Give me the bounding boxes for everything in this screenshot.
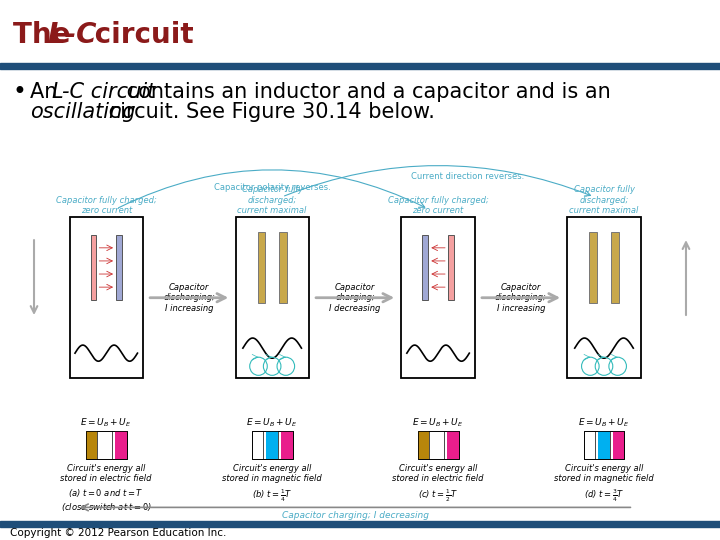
Bar	[266, 431, 278, 459]
Bar	[418, 431, 459, 459]
Text: Capacitor fully
discharged;
current maximal: Capacitor fully discharged; current maxi…	[570, 185, 639, 215]
Text: $E = U_B + U_E$: $E = U_B + U_E$	[413, 416, 464, 429]
Text: circuit. See Figure 30.14 below.: circuit. See Figure 30.14 below.	[102, 102, 435, 122]
Text: Current direction reverses.: Current direction reverses.	[410, 172, 524, 181]
Text: (b) $t=\frac{1}{4}T$: (b) $t=\frac{1}{4}T$	[252, 487, 292, 504]
Bar	[70, 217, 143, 379]
Text: Capacitor fully
discharged;
current maximal: Capacitor fully discharged; current maxi…	[238, 185, 307, 215]
Bar	[598, 431, 610, 459]
Text: Copyright © 2012 Pearson Education Inc.: Copyright © 2012 Pearson Education Inc.	[10, 528, 227, 538]
Bar	[0, 521, 720, 526]
Bar	[116, 235, 122, 300]
Bar	[583, 431, 624, 459]
Text: $E = U_B + U_E$: $E = U_B + U_E$	[81, 416, 132, 429]
Bar	[611, 232, 618, 303]
Bar	[567, 217, 641, 379]
Text: An: An	[30, 82, 64, 102]
Bar	[418, 431, 429, 459]
Text: Capacitor fully charged;
zero current: Capacitor fully charged; zero current	[56, 195, 157, 215]
Text: L-C circuit: L-C circuit	[52, 82, 155, 102]
Bar	[447, 431, 459, 459]
Bar	[613, 431, 624, 459]
Bar	[418, 431, 459, 459]
Text: Circuit's energy all
stored in electric field: Circuit's energy all stored in electric …	[60, 464, 152, 483]
Text: Capacitor
charging;
I decreasing: Capacitor charging; I decreasing	[330, 283, 381, 313]
Text: Capacitor charging; I decreasing: Capacitor charging; I decreasing	[282, 511, 428, 521]
Text: $E = U_B + U_E$: $E = U_B + U_E$	[578, 416, 630, 429]
Text: The: The	[13, 21, 80, 49]
Bar	[583, 431, 624, 459]
Text: Capacitor polarity reverses.: Capacitor polarity reverses.	[214, 183, 330, 192]
Text: Capacitor fully charged;
zero current: Capacitor fully charged; zero current	[387, 195, 488, 215]
Text: Capacitor
discharging;
I increasing: Capacitor discharging; I increasing	[163, 283, 215, 313]
Bar	[402, 217, 474, 379]
Bar	[448, 235, 454, 300]
Text: contains an inductor and a capacitor and is an: contains an inductor and a capacitor and…	[120, 82, 611, 102]
Bar	[235, 217, 309, 379]
Bar	[279, 232, 287, 303]
Text: •: •	[13, 80, 27, 104]
Bar	[252, 431, 292, 459]
Bar	[91, 235, 96, 300]
Bar	[0, 63, 720, 69]
Text: (d) $t=\frac{3}{4}T$: (d) $t=\frac{3}{4}T$	[584, 487, 624, 504]
Text: (a) $t=0$ and $t=T$
(close switch at $t=0$): (a) $t=0$ and $t=T$ (close switch at $t=…	[60, 487, 152, 513]
Bar	[281, 431, 292, 459]
Bar	[115, 431, 127, 459]
Bar	[590, 232, 597, 303]
Bar	[258, 232, 266, 303]
Text: L-C: L-C	[48, 21, 97, 49]
Text: Capacitor
discharging;
I increasing: Capacitor discharging; I increasing	[495, 283, 547, 313]
Text: oscillating: oscillating	[30, 102, 136, 122]
Bar	[86, 431, 97, 459]
Bar	[423, 235, 428, 300]
Bar	[86, 431, 127, 459]
Text: Circuit's energy all
stored in magnetic field: Circuit's energy all stored in magnetic …	[222, 464, 322, 483]
Text: Circuit's energy all
stored in electric field: Circuit's energy all stored in electric …	[392, 464, 484, 483]
Text: $E = U_B + U_E$: $E = U_B + U_E$	[246, 416, 298, 429]
Text: circuit: circuit	[85, 21, 194, 49]
Text: Circuit's energy all
stored in magnetic field: Circuit's energy all stored in magnetic …	[554, 464, 654, 483]
Bar	[86, 431, 127, 459]
Bar	[252, 431, 292, 459]
Text: (c) $t=\frac{1}{2}T$: (c) $t=\frac{1}{2}T$	[418, 487, 458, 504]
